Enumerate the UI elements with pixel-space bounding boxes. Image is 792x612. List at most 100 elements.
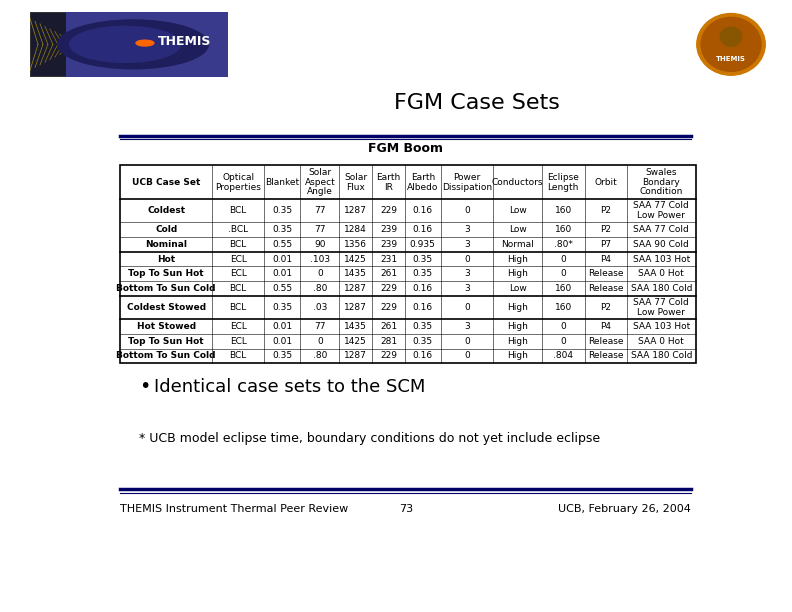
Text: Solar
Flux: Solar Flux bbox=[345, 173, 367, 192]
Text: 1425: 1425 bbox=[345, 255, 367, 264]
Text: 90: 90 bbox=[314, 240, 326, 249]
Text: 239: 239 bbox=[380, 240, 397, 249]
Text: Bottom To Sun Cold: Bottom To Sun Cold bbox=[116, 351, 216, 360]
Text: Normal: Normal bbox=[501, 240, 534, 249]
Text: 3: 3 bbox=[464, 322, 470, 331]
Text: Eclipse
Length: Eclipse Length bbox=[547, 173, 579, 192]
Text: 3: 3 bbox=[464, 269, 470, 278]
Text: 0.16: 0.16 bbox=[413, 284, 432, 293]
Text: 160: 160 bbox=[554, 206, 572, 215]
Circle shape bbox=[721, 27, 742, 47]
Text: 0.35: 0.35 bbox=[272, 206, 292, 215]
Text: 0.35: 0.35 bbox=[272, 303, 292, 312]
Text: 1284: 1284 bbox=[345, 225, 367, 234]
Text: 1287: 1287 bbox=[345, 351, 367, 360]
Text: Solar
Aspect
Angle: Solar Aspect Angle bbox=[304, 168, 335, 196]
Text: 0.35: 0.35 bbox=[413, 337, 432, 346]
Text: 0.35: 0.35 bbox=[413, 269, 432, 278]
Text: Low: Low bbox=[508, 225, 527, 234]
Text: 3: 3 bbox=[464, 240, 470, 249]
Text: Low: Low bbox=[508, 206, 527, 215]
Text: Release: Release bbox=[588, 269, 623, 278]
Text: 229: 229 bbox=[380, 206, 397, 215]
Text: ECL: ECL bbox=[230, 322, 246, 331]
Text: THEMIS: THEMIS bbox=[716, 56, 746, 62]
Text: 77: 77 bbox=[314, 322, 326, 331]
Text: 1287: 1287 bbox=[345, 303, 367, 312]
Text: Earth
Albedo: Earth Albedo bbox=[407, 173, 439, 192]
Text: High: High bbox=[507, 351, 528, 360]
Text: * UCB model eclipse time, boundary conditions do not yet include eclipse: * UCB model eclipse time, boundary condi… bbox=[139, 432, 600, 445]
Text: SAA 103 Hot: SAA 103 Hot bbox=[633, 322, 690, 331]
Text: Release: Release bbox=[588, 337, 623, 346]
Text: 0.55: 0.55 bbox=[272, 240, 292, 249]
Text: Orbit: Orbit bbox=[594, 177, 617, 187]
Text: SAA 103 Hot: SAA 103 Hot bbox=[633, 255, 690, 264]
Text: 0: 0 bbox=[464, 206, 470, 215]
Text: THEMIS: THEMIS bbox=[158, 35, 211, 48]
Text: Low: Low bbox=[508, 284, 527, 293]
Text: 0: 0 bbox=[561, 322, 566, 331]
Text: Cold: Cold bbox=[155, 225, 177, 234]
Text: 261: 261 bbox=[380, 269, 397, 278]
Text: BCL: BCL bbox=[230, 240, 247, 249]
Text: 0: 0 bbox=[317, 269, 322, 278]
Text: FGM Boom: FGM Boom bbox=[368, 143, 444, 155]
Text: 231: 231 bbox=[380, 255, 397, 264]
Text: Conductors: Conductors bbox=[492, 177, 543, 187]
Text: SAA 90 Cold: SAA 90 Cold bbox=[634, 240, 689, 249]
Text: SAA 180 Cold: SAA 180 Cold bbox=[630, 284, 692, 293]
Text: SAA 0 Hot: SAA 0 Hot bbox=[638, 269, 684, 278]
Text: ECL: ECL bbox=[230, 337, 246, 346]
Text: 0: 0 bbox=[561, 269, 566, 278]
Text: Blanket: Blanket bbox=[265, 177, 299, 187]
Text: .804: .804 bbox=[554, 351, 573, 360]
Text: 1356: 1356 bbox=[345, 240, 367, 249]
Text: .BCL: .BCL bbox=[228, 225, 248, 234]
Text: 239: 239 bbox=[380, 225, 397, 234]
Text: 3: 3 bbox=[464, 284, 470, 293]
Text: 1435: 1435 bbox=[345, 269, 367, 278]
Text: Nominal: Nominal bbox=[145, 240, 187, 249]
Text: High: High bbox=[507, 269, 528, 278]
Text: 0.35: 0.35 bbox=[272, 225, 292, 234]
Text: 0: 0 bbox=[561, 255, 566, 264]
Text: 77: 77 bbox=[314, 206, 326, 215]
Text: THEMIS Instrument Thermal Peer Review: THEMIS Instrument Thermal Peer Review bbox=[120, 504, 348, 514]
Text: Top To Sun Hot: Top To Sun Hot bbox=[128, 269, 204, 278]
Text: Earth
IR: Earth IR bbox=[376, 173, 401, 192]
Circle shape bbox=[136, 40, 154, 46]
Text: 1425: 1425 bbox=[345, 337, 367, 346]
Circle shape bbox=[58, 20, 208, 69]
Text: Top To Sun Hot: Top To Sun Hot bbox=[128, 337, 204, 346]
Text: 77: 77 bbox=[314, 225, 326, 234]
Text: Bottom To Sun Cold: Bottom To Sun Cold bbox=[116, 284, 216, 293]
Text: High: High bbox=[507, 322, 528, 331]
Circle shape bbox=[697, 13, 765, 75]
Text: 0: 0 bbox=[464, 303, 470, 312]
Text: 0: 0 bbox=[561, 337, 566, 346]
Text: 0.01: 0.01 bbox=[272, 322, 292, 331]
Text: BCL: BCL bbox=[230, 351, 247, 360]
Text: 1435: 1435 bbox=[345, 322, 367, 331]
Text: 0.35: 0.35 bbox=[272, 351, 292, 360]
Text: 160: 160 bbox=[554, 225, 572, 234]
Text: 73: 73 bbox=[399, 504, 413, 514]
Text: 0: 0 bbox=[464, 351, 470, 360]
Text: 229: 229 bbox=[380, 303, 397, 312]
Text: .80*: .80* bbox=[554, 240, 573, 249]
Text: BCL: BCL bbox=[230, 284, 247, 293]
Bar bbox=[120, 165, 695, 364]
Text: 229: 229 bbox=[380, 351, 397, 360]
Text: 261: 261 bbox=[380, 322, 397, 331]
Text: Coldest Stowed: Coldest Stowed bbox=[127, 303, 206, 312]
Text: BCL: BCL bbox=[230, 303, 247, 312]
Text: Identical case sets to the SCM: Identical case sets to the SCM bbox=[154, 378, 425, 396]
Text: 0.16: 0.16 bbox=[413, 351, 432, 360]
Text: 1287: 1287 bbox=[345, 206, 367, 215]
Text: UCB Case Set: UCB Case Set bbox=[132, 177, 200, 187]
Text: Release: Release bbox=[588, 351, 623, 360]
Text: 281: 281 bbox=[380, 337, 397, 346]
Text: P4: P4 bbox=[600, 322, 611, 331]
Text: 0.01: 0.01 bbox=[272, 269, 292, 278]
